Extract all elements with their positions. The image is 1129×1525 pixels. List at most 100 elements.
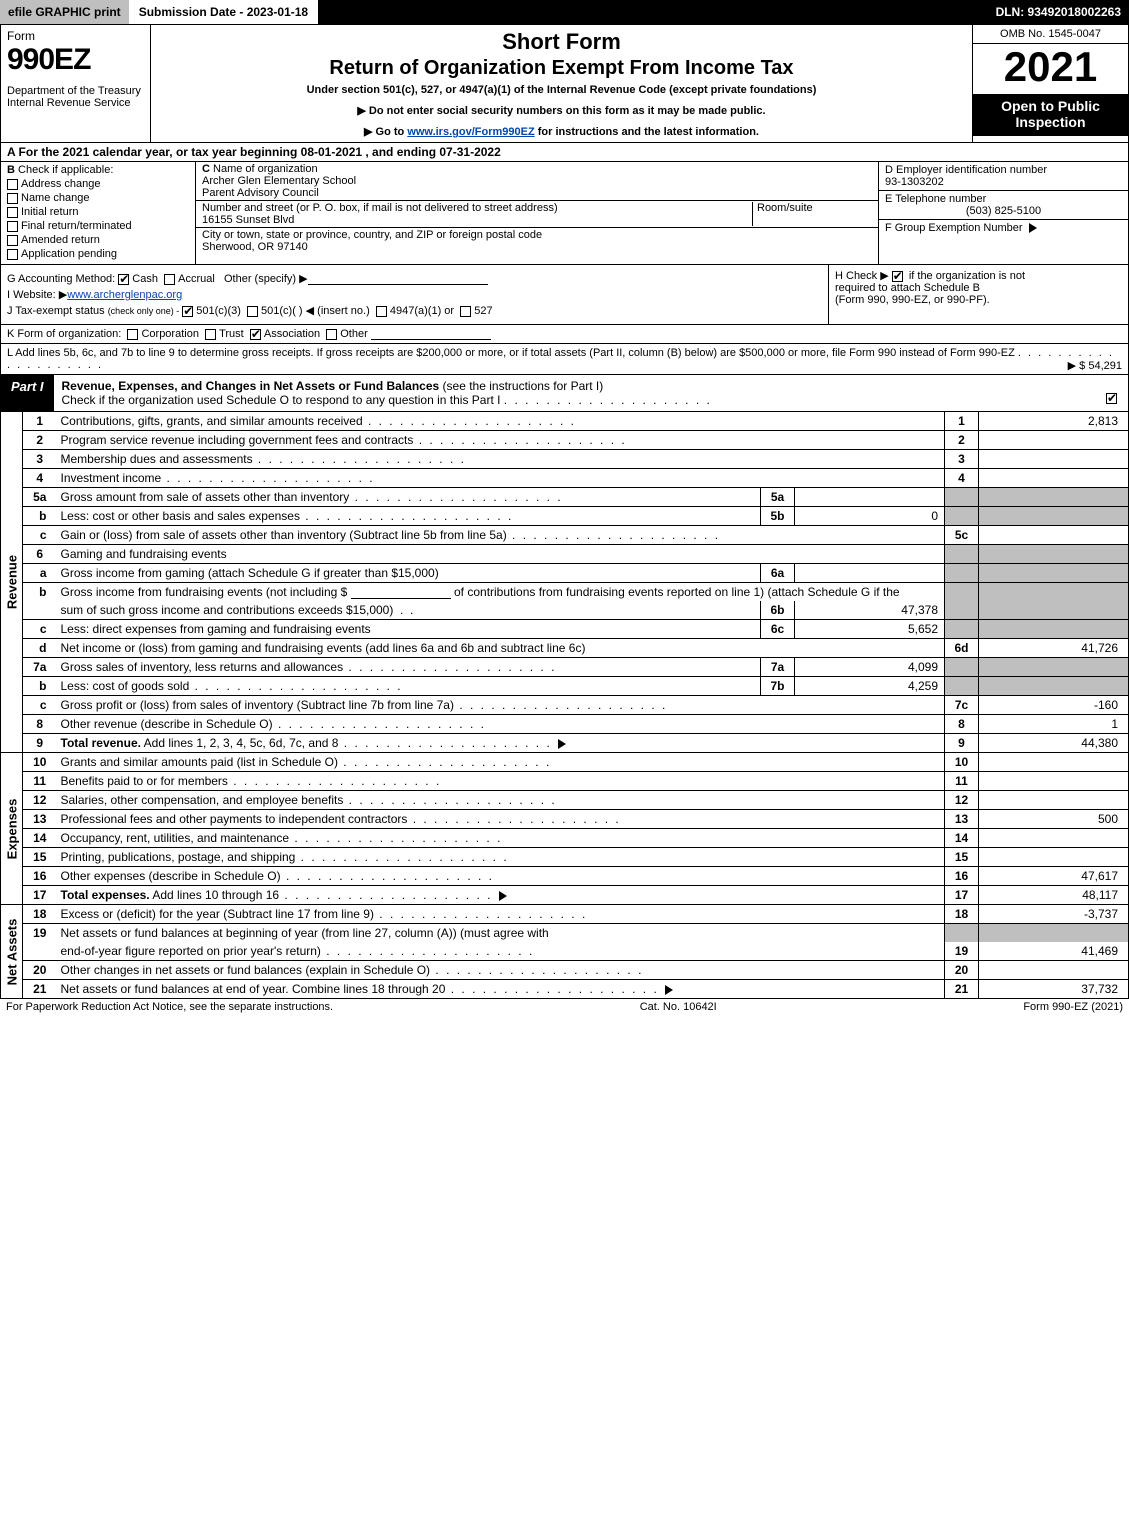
g-cash-checkbox[interactable]: [118, 274, 129, 285]
k-trust: Trust: [219, 328, 244, 340]
line-7c-val: -160: [979, 696, 1129, 715]
line-6: 6 Gaming and fundraising events: [23, 545, 1129, 564]
e-phone-value: (503) 825-5100: [885, 205, 1122, 217]
line-7a-desc: Gross sales of inventory, less returns a…: [61, 660, 344, 674]
part-i-checkbox[interactable]: [1106, 393, 1117, 404]
line-9-rn: 9: [945, 734, 979, 753]
col-de: D Employer identification number 93-1303…: [878, 162, 1128, 264]
c-name-label: Name of organization: [213, 163, 318, 175]
line-6b-2: sum of such gross income and contributio…: [23, 601, 1129, 620]
line-9-desc-b: Total revenue.: [61, 736, 141, 750]
b-opt-pending[interactable]: Application pending: [7, 248, 189, 260]
line-6b-1: b Gross income from fundraising events (…: [23, 583, 1129, 602]
irs-label: Internal Revenue Service: [7, 97, 144, 109]
b-opt-initial-text: Initial return: [21, 206, 78, 218]
line-5a: 5a Gross amount from sale of assets othe…: [23, 488, 1129, 507]
line-2: 2 Program service revenue including gove…: [23, 431, 1129, 450]
line-18-val: -3,737: [979, 905, 1129, 924]
line-6c-subval: 5,652: [795, 620, 945, 639]
b-opt-address-text: Address change: [21, 178, 101, 190]
line-10-val: [979, 753, 1129, 772]
g-label: G Accounting Method:: [7, 273, 115, 285]
line-2-val: [979, 431, 1129, 450]
c-street-label: Number and street (or P. O. box, if mail…: [202, 202, 558, 214]
arrow-icon: [665, 985, 673, 995]
k-assoc-checkbox[interactable]: [250, 329, 261, 340]
j-4947-checkbox[interactable]: [376, 306, 387, 317]
title-short-form: Short Form: [161, 29, 962, 55]
revenue-section: Revenue 1 Contributions, gifts, grants, …: [0, 412, 1129, 753]
goto-note: ▶ Go to www.irs.gov/Form990EZ for instru…: [161, 125, 962, 138]
line-7b: b Less: cost of goods sold 7b 4,259: [23, 677, 1129, 696]
k-trust-checkbox[interactable]: [205, 329, 216, 340]
line-7a-num: 7a: [23, 658, 57, 677]
line-13-desc: Professional fees and other payments to …: [61, 812, 408, 826]
j-501c3-checkbox[interactable]: [182, 306, 193, 317]
netassets-side-label: Net Assets: [0, 905, 22, 999]
b-opt-initial[interactable]: Initial return: [7, 206, 189, 218]
line-6b-blank[interactable]: [351, 587, 451, 599]
b-opt-name[interactable]: Name change: [7, 192, 189, 204]
line-18-rn: 18: [945, 905, 979, 924]
form-number: 990EZ: [7, 43, 144, 77]
k-corp-checkbox[interactable]: [127, 329, 138, 340]
form-word: Form: [7, 29, 144, 43]
line-4: 4 Investment income 4: [23, 469, 1129, 488]
line-8-num: 8: [23, 715, 57, 734]
j-tax-exempt: J Tax-exempt status (check only one) - 5…: [7, 304, 822, 317]
line-6a-desc: Gross income from gaming (attach Schedul…: [57, 564, 761, 583]
line-5b: b Less: cost or other basis and sales ex…: [23, 507, 1129, 526]
part-i-title-note: (see the instructions for Part I): [443, 379, 604, 393]
l-amount: ▶ $ 54,291: [1068, 359, 1122, 372]
line-5a-desc: Gross amount from sale of assets other t…: [61, 490, 350, 504]
line-6c-sublab: 6c: [761, 620, 795, 639]
row-l: L Add lines 5b, 6c, and 7b to line 9 to …: [0, 344, 1129, 375]
line-8-val: 1: [979, 715, 1129, 734]
line-9-num: 9: [23, 734, 57, 753]
b-opt-amended-text: Amended return: [21, 234, 100, 246]
line-15-val: [979, 848, 1129, 867]
efile-print-label[interactable]: efile GRAPHIC print: [0, 0, 131, 24]
b-opt-address[interactable]: Address change: [7, 178, 189, 190]
k-corp: Corporation: [141, 328, 198, 340]
j-527-checkbox[interactable]: [460, 306, 471, 317]
line-1-val: 2,813: [979, 412, 1129, 431]
line-7c-desc: Gross profit or (loss) from sales of inv…: [61, 698, 454, 712]
line-6d-rn: 6d: [945, 639, 979, 658]
line-6d-val: 41,726: [979, 639, 1129, 658]
b-opt-amended[interactable]: Amended return: [7, 234, 189, 246]
line-9: 9 Total revenue. Add lines 1, 2, 3, 4, 5…: [23, 734, 1129, 753]
h-checkbox[interactable]: [892, 271, 903, 282]
website-link[interactable]: www.archerglenpac.org: [67, 289, 182, 301]
line-6c-num: c: [23, 620, 57, 639]
h-text2: if the organization is: [909, 270, 1010, 282]
line-6b-d3: sum of such gross income and contributio…: [61, 603, 394, 617]
line-11-desc: Benefits paid to or for members: [61, 774, 228, 788]
j-501c-checkbox[interactable]: [247, 306, 258, 317]
line-7b-desc: Less: cost of goods sold: [61, 679, 190, 693]
k-other-input[interactable]: [371, 328, 491, 340]
line-11-num: 11: [23, 772, 57, 791]
k-other-checkbox[interactable]: [326, 329, 337, 340]
g-accrual-checkbox[interactable]: [164, 274, 175, 285]
line-11: 11 Benefits paid to or for members 11: [23, 772, 1129, 791]
g-other-input[interactable]: [308, 273, 488, 285]
header-middle: Short Form Return of Organization Exempt…: [151, 25, 973, 142]
line-17-val: 48,117: [979, 886, 1129, 905]
line-8-desc: Other revenue (describe in Schedule O): [61, 717, 273, 731]
line-6d-num: d: [23, 639, 57, 658]
section-bcdef: B Check if applicable: Address change Na…: [0, 162, 1129, 265]
revenue-table: 1 Contributions, gifts, grants, and simi…: [22, 412, 1129, 753]
org-name-1: Archer Glen Elementary School: [202, 175, 356, 187]
l-text: L Add lines 5b, 6c, and 7b to line 9 to …: [7, 347, 1015, 359]
line-5b-num: b: [23, 507, 57, 526]
arrow-icon: [499, 891, 507, 901]
c-city-row: City or town, state or province, country…: [196, 228, 878, 254]
part-i-title: Revenue, Expenses, and Changes in Net As…: [54, 375, 1128, 411]
line-6a-num: a: [23, 564, 57, 583]
irs-link[interactable]: www.irs.gov/Form990EZ: [407, 126, 534, 138]
line-6b-sublab: 6b: [761, 601, 795, 620]
b-opt-final[interactable]: Final return/terminated: [7, 220, 189, 232]
line-7a: 7a Gross sales of inventory, less return…: [23, 658, 1129, 677]
room-suite-label: Room/suite: [757, 202, 813, 214]
